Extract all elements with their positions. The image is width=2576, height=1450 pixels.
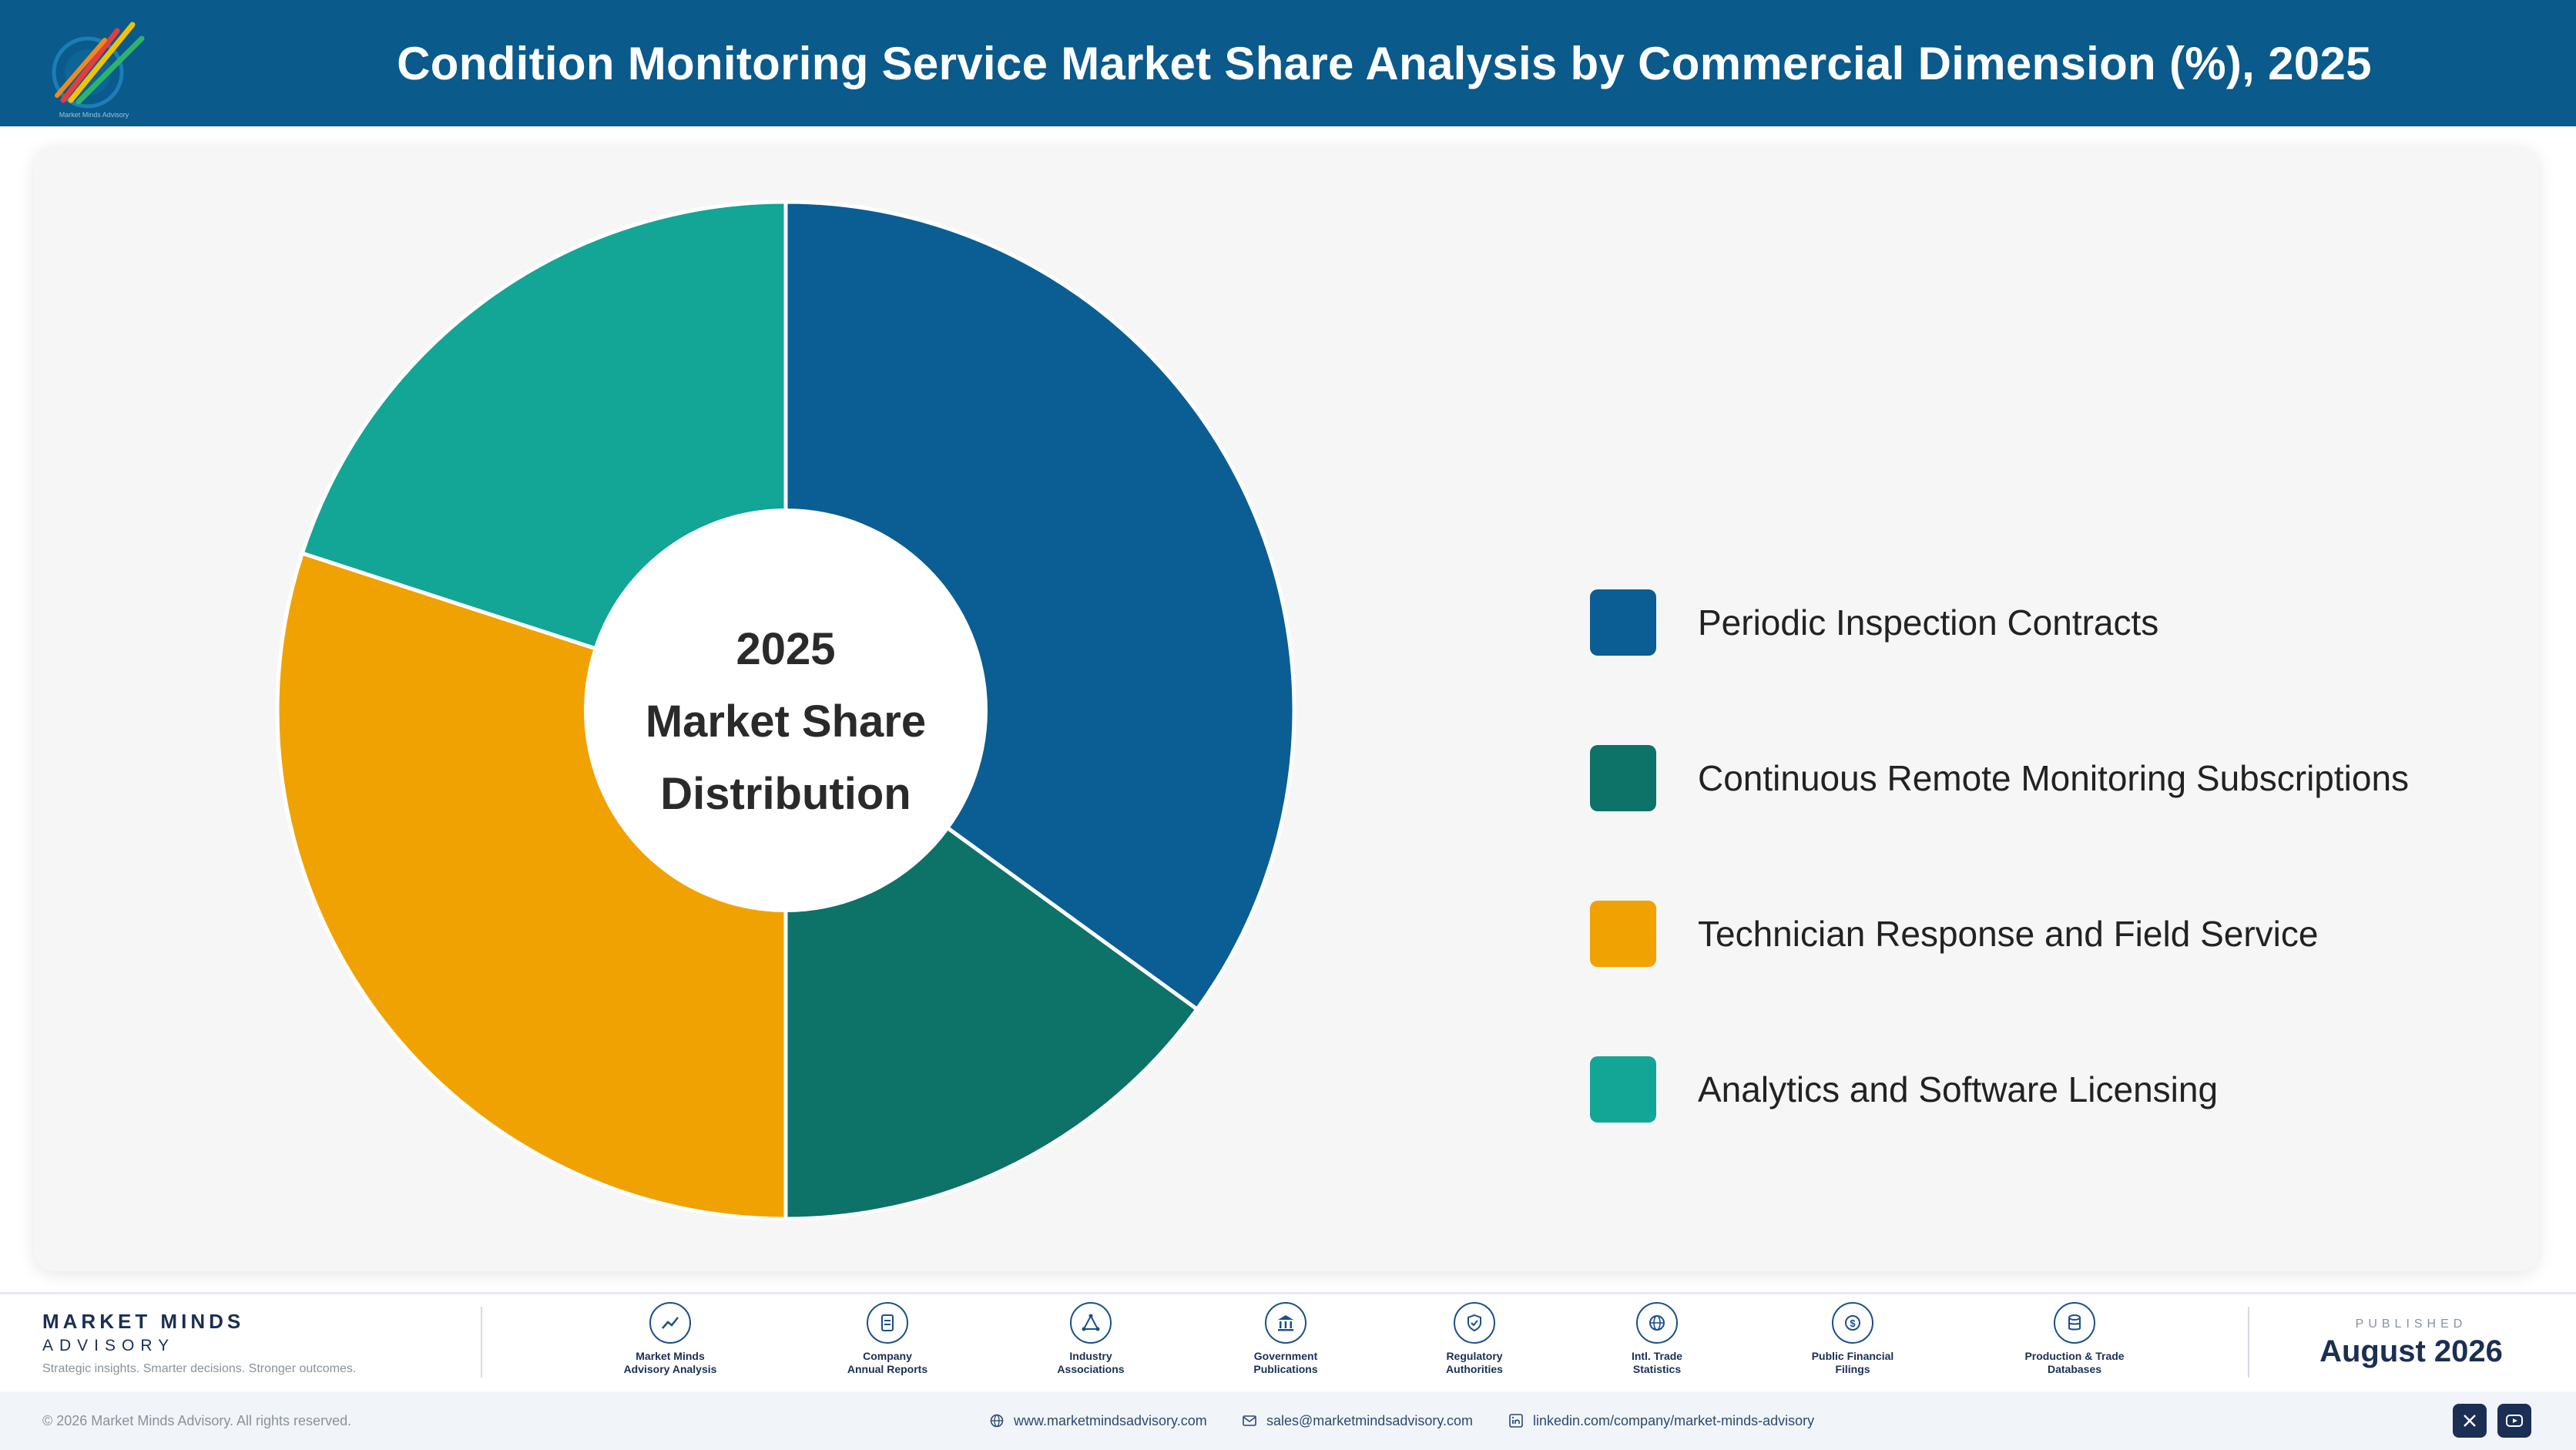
published-label: PUBLISHED bbox=[2355, 1317, 2467, 1331]
company-logo: Market Minds Advisory bbox=[52, 22, 145, 119]
source-government-publications: Government Publications bbox=[1209, 1302, 1363, 1376]
source-label: Company Annual Reports bbox=[847, 1350, 928, 1375]
linkedin-icon bbox=[1509, 1414, 1523, 1428]
government-building-icon bbox=[1265, 1302, 1306, 1344]
youtube-icon bbox=[2506, 1415, 2523, 1427]
svg-text:Market Minds Advisory: Market Minds Advisory bbox=[59, 111, 129, 119]
footer-divider-right bbox=[2248, 1307, 2249, 1378]
source-label: Market Minds Advisory Analysis bbox=[623, 1350, 717, 1375]
x-social-button[interactable] bbox=[2453, 1404, 2487, 1438]
legend-label: Continuous Remote Monitoring Subscriptio… bbox=[1698, 758, 2410, 798]
website-link[interactable]: www.marketmindsadvisory.com bbox=[989, 1391, 1207, 1450]
source-production-trade-databases: Production & Trade Databases bbox=[1997, 1302, 2152, 1376]
trend-chart-icon bbox=[649, 1302, 691, 1344]
footer: MARKET MINDS ADVISORY Strategic insights… bbox=[0, 1294, 2576, 1391]
source-label: Regulatory Authorities bbox=[1446, 1350, 1503, 1375]
legend-label: Periodic Inspection Contracts bbox=[1698, 602, 2159, 643]
source-label: Public Financial Filings bbox=[1811, 1350, 1894, 1375]
center-label-line2: Market Share bbox=[646, 696, 926, 747]
mail-icon bbox=[1243, 1415, 1256, 1426]
source-intl-trade-statistics: Intl. Trade Statistics bbox=[1580, 1302, 1734, 1376]
center-label-year: 2025 bbox=[736, 624, 835, 674]
source-label: Industry Associations bbox=[1057, 1350, 1125, 1375]
shield-check-icon bbox=[1454, 1302, 1495, 1344]
email-link[interactable]: sales@marketmindsadvisory.com bbox=[1242, 1391, 1473, 1450]
footer-divider bbox=[0, 1292, 2576, 1294]
chart-card: 2025 Market Share Distribution Periodic … bbox=[34, 146, 2539, 1271]
legend-label: Technician Response and Field Service bbox=[1698, 914, 2319, 954]
source-industry-associations: Industry Associations bbox=[1014, 1302, 1168, 1376]
globe-icon bbox=[1636, 1302, 1678, 1344]
donut-chart: 2025 Market Share Distribution bbox=[275, 200, 1296, 1221]
bottom-bar: © 2026 Market Minds Advisory. All rights… bbox=[0, 1391, 2576, 1450]
website-text: www.marketmindsadvisory.com bbox=[1014, 1412, 1207, 1428]
brand-name: MARKET MINDS bbox=[42, 1310, 245, 1333]
slice-periodic-inspection bbox=[783, 200, 1296, 1012]
dollar-coin-icon: $ bbox=[1832, 1302, 1873, 1344]
source-label: Production & Trade Databases bbox=[2024, 1350, 2125, 1375]
network-icon bbox=[1070, 1302, 1112, 1344]
footer-divider-left bbox=[481, 1307, 482, 1378]
copyright-text: © 2026 Market Minds Advisory. All rights… bbox=[42, 1412, 352, 1428]
legend-swatch bbox=[1590, 901, 1656, 967]
youtube-social-button[interactable] bbox=[2497, 1404, 2531, 1438]
header-bar: Market Minds Advisory Condition Monitori… bbox=[0, 0, 2576, 126]
x-logo-icon bbox=[2464, 1415, 2476, 1427]
globe-icon bbox=[990, 1414, 1004, 1428]
source-market-minds-analysis: Market Minds Advisory Analysis bbox=[593, 1302, 747, 1376]
database-icon bbox=[2054, 1302, 2095, 1344]
source-regulatory-authorities: Regulatory Authorities bbox=[1397, 1302, 1551, 1376]
source-label: Government Publications bbox=[1253, 1350, 1318, 1375]
brand-tagline: Strategic insights. Smarter decisions. S… bbox=[42, 1362, 357, 1375]
brand-subtitle: ADVISORY bbox=[42, 1337, 176, 1354]
source-label: Intl. Trade Statistics bbox=[1631, 1350, 1683, 1375]
legend-swatch bbox=[1590, 745, 1656, 811]
linkedin-link[interactable]: linkedin.com/company/market-minds-adviso… bbox=[1508, 1391, 1814, 1450]
svg-text:$: $ bbox=[1850, 1317, 1856, 1329]
center-label-line3: Distribution bbox=[660, 769, 911, 819]
published-date: August 2026 bbox=[2319, 1334, 2503, 1368]
document-icon bbox=[867, 1302, 908, 1344]
legend-label: Analytics and Software Licensing bbox=[1698, 1069, 2219, 1109]
source-public-financial-filings: $ Public Financial Filings bbox=[1776, 1302, 1930, 1376]
source-company-reports: Company Annual Reports bbox=[810, 1302, 964, 1376]
email-text: sales@marketmindsadvisory.com bbox=[1266, 1412, 1474, 1428]
page-title: Condition Monitoring Service Market Shar… bbox=[397, 37, 2372, 89]
legend-swatch bbox=[1590, 1056, 1656, 1123]
donut-center-hole bbox=[584, 509, 988, 912]
legend-swatch bbox=[1590, 589, 1656, 656]
linkedin-text: linkedin.com/company/market-minds-adviso… bbox=[1533, 1412, 1815, 1428]
